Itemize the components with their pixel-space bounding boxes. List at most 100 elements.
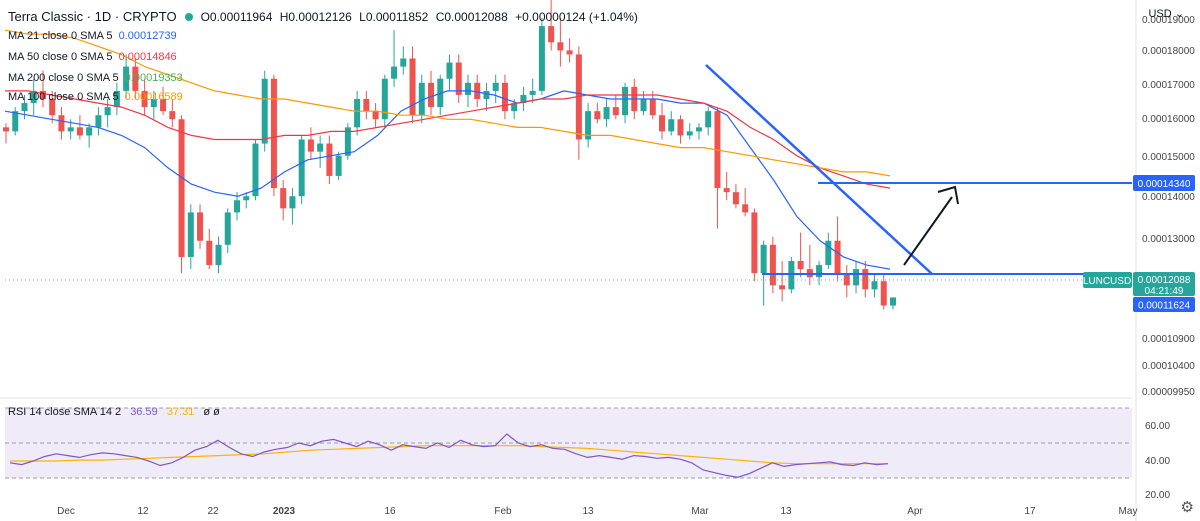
- candle: [335, 151, 342, 180]
- candle-body: [233, 200, 240, 213]
- price-axis-tick: 0.00010900: [1142, 334, 1195, 345]
- currency-selector[interactable]: USD ⌄: [1148, 7, 1184, 20]
- candle-body: [538, 26, 545, 91]
- candle-body: [187, 212, 194, 257]
- candle: [289, 188, 296, 225]
- indicator-ma21[interactable]: MA 21 close 0 SMA 5 0.00012739: [8, 30, 177, 42]
- candle: [797, 232, 804, 278]
- candle: [474, 74, 481, 108]
- candle: [104, 99, 111, 128]
- indicator-value: 0.00019353: [124, 72, 183, 84]
- candle: [391, 30, 398, 87]
- support-price-tag: 0.00011624: [1138, 301, 1191, 312]
- candle: [659, 103, 666, 140]
- candle-body: [12, 111, 19, 132]
- candle: [95, 107, 102, 136]
- rsi-axis-tick: 20.00: [1145, 490, 1170, 501]
- candle: [843, 265, 850, 298]
- candle-body: [603, 107, 610, 120]
- candle: [58, 107, 65, 140]
- candle-body: [677, 119, 684, 136]
- price-axis-tick: 0.00019000: [1142, 15, 1195, 26]
- currency-label: USD: [1148, 8, 1172, 20]
- x-axis-tick: 16: [384, 506, 396, 517]
- candle-body: [751, 212, 758, 274]
- x-axis-tick: 12: [137, 506, 149, 517]
- candle: [890, 297, 896, 310]
- candle: [455, 54, 462, 104]
- candle-body: [298, 139, 305, 197]
- gear-icon[interactable]: ⚙: [1180, 499, 1194, 516]
- candle-body: [649, 99, 656, 116]
- candle: [557, 18, 564, 67]
- indicator-label: MA 50 close 0 SMA 5: [8, 51, 113, 63]
- candle-body: [594, 111, 601, 120]
- candle: [723, 171, 730, 201]
- candle-body: [409, 58, 416, 116]
- indicator-ma100[interactable]: MA 100 close 0 SMA 5 0.00016589: [8, 91, 183, 103]
- resistance-price-tag: 0.00014340: [1138, 179, 1191, 190]
- candle-body: [307, 139, 314, 152]
- candle: [732, 184, 739, 209]
- rsi-sma-line: [10, 445, 888, 465]
- candle-body: [123, 66, 130, 91]
- candle-body: [67, 127, 74, 132]
- x-axis-tick: Mar: [691, 506, 709, 517]
- price-axis-tick: 0.00010400: [1142, 361, 1195, 372]
- indicator-value: 0.00014846: [118, 51, 177, 63]
- candle: [344, 123, 351, 160]
- candle-body: [354, 99, 361, 128]
- candle: [594, 103, 601, 124]
- candle: [622, 82, 629, 124]
- candle: [779, 261, 786, 302]
- candle-body: [95, 115, 102, 128]
- candle-body: [779, 285, 786, 290]
- candle-body: [39, 90, 46, 99]
- candle: [326, 135, 333, 185]
- candle-body: [455, 62, 462, 95]
- candle-body: [705, 111, 712, 128]
- candle: [206, 228, 213, 270]
- ma-line: [4, 90, 891, 270]
- indicator-label: MA 100 close 0 SMA 5: [8, 91, 119, 103]
- candle-body: [788, 261, 795, 290]
- resistance-price-tag-bg: [1133, 175, 1195, 191]
- candle: [483, 82, 490, 112]
- candle-body: [797, 261, 804, 270]
- rsi-axis-tick: 60.00: [1145, 421, 1170, 432]
- candle-body: [723, 188, 730, 193]
- candle-body: [372, 111, 379, 120]
- candle: [354, 90, 361, 136]
- candle: [585, 103, 592, 148]
- candle: [520, 86, 527, 112]
- symbol-title[interactable]: Terra Classic · 1D · CRYPTO: [8, 9, 177, 24]
- candle: [141, 78, 148, 116]
- candle: [603, 99, 610, 128]
- candle-body: [132, 66, 139, 91]
- last-price-tag: 0.00012088: [1138, 275, 1191, 286]
- candle-body: [566, 50, 573, 55]
- candle: [30, 78, 37, 116]
- candle-body: [695, 127, 702, 132]
- rsi-header[interactable]: RSI 14 close SMA 14 2 36.59 37.31 ø ø: [8, 406, 220, 418]
- x-axis-tick: Apr: [907, 506, 923, 517]
- candle-body: [76, 127, 83, 136]
- arrow-head: [937, 185, 959, 205]
- candle: [372, 103, 379, 128]
- candle-body: [464, 82, 471, 95]
- rsi-sma-value: 37.31: [166, 406, 195, 418]
- high-value: H0.00012126: [279, 9, 352, 24]
- candle: [76, 115, 83, 140]
- indicator-ma50[interactable]: MA 50 close 0 SMA 5 0.00014846: [8, 51, 177, 63]
- candle-body: [769, 244, 776, 286]
- candle-body: [104, 107, 111, 116]
- rsi-line: [9, 433, 889, 478]
- chevron-down-icon: ⌄: [1174, 8, 1184, 20]
- candle-body: [640, 99, 647, 112]
- indicator-ma200[interactable]: MA 200 close 0 SMA 5 0.00019353: [8, 72, 183, 84]
- last-price-tag-bg: [1133, 272, 1195, 296]
- candle: [160, 86, 167, 116]
- candle-body: [816, 265, 823, 278]
- candle-body: [446, 62, 453, 79]
- candle: [538, 18, 545, 95]
